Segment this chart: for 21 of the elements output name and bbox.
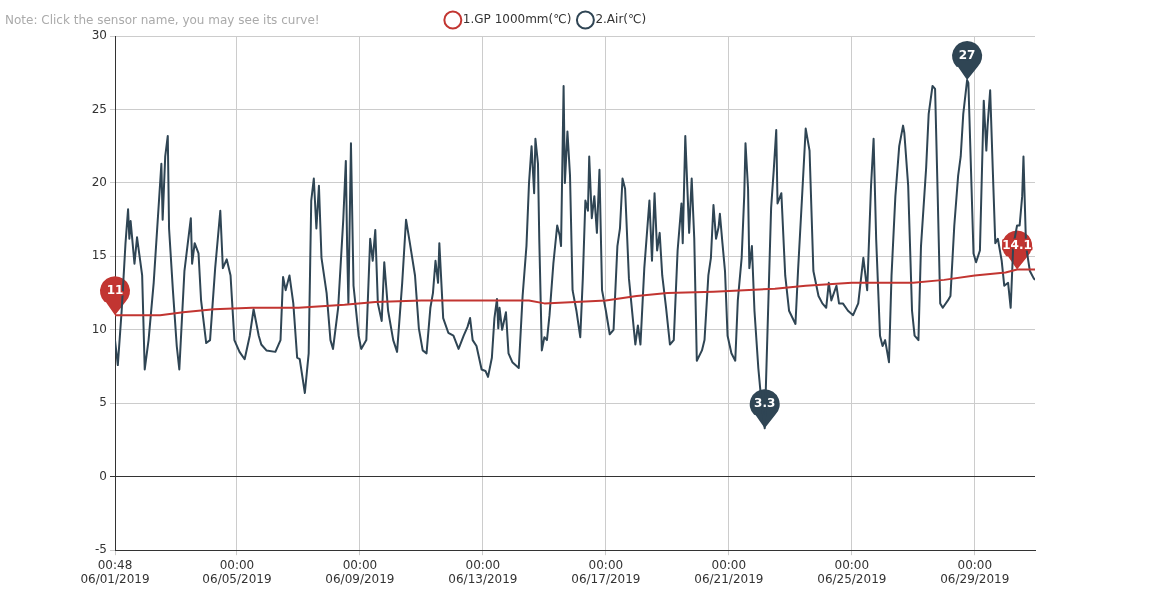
x-tick-label: 00:00 06/05/2019 bbox=[202, 557, 272, 586]
y-tick-label: 15 bbox=[91, 248, 107, 263]
y-tick-label: 30 bbox=[91, 28, 107, 43]
y-tick-label: 25 bbox=[91, 101, 107, 116]
y-tick-label: 0 bbox=[99, 468, 107, 483]
y-tick-label: 10 bbox=[91, 321, 107, 336]
x-tick-label: 00:00 06/29/2019 bbox=[940, 557, 1010, 586]
legend-label: 2.Air(℃) bbox=[595, 12, 647, 27]
x-tick-label: 00:00 06/17/2019 bbox=[571, 557, 641, 586]
y-tick-label: 5 bbox=[99, 395, 107, 410]
text: Note: Click the sensor name, you may see its curve! bbox=[5, 13, 320, 28]
x-tick-label: 00:00 06/09/2019 bbox=[325, 557, 395, 586]
y-tick-label: 20 bbox=[91, 175, 107, 190]
x-tick-label: 00:00 06/21/2019 bbox=[694, 557, 764, 586]
y-tick-label: -5 bbox=[95, 542, 107, 557]
x-tick-label: 00:48 06/01/2019 bbox=[80, 557, 150, 586]
annotation: 3.3 bbox=[754, 396, 776, 411]
x-tick-label: 00:00 06/25/2019 bbox=[817, 557, 887, 586]
x-tick-label: 00:00 06/13/2019 bbox=[448, 557, 518, 586]
legend-label: 1.GP 1000mm(℃) bbox=[462, 12, 572, 27]
annotation: 27 bbox=[958, 48, 976, 63]
